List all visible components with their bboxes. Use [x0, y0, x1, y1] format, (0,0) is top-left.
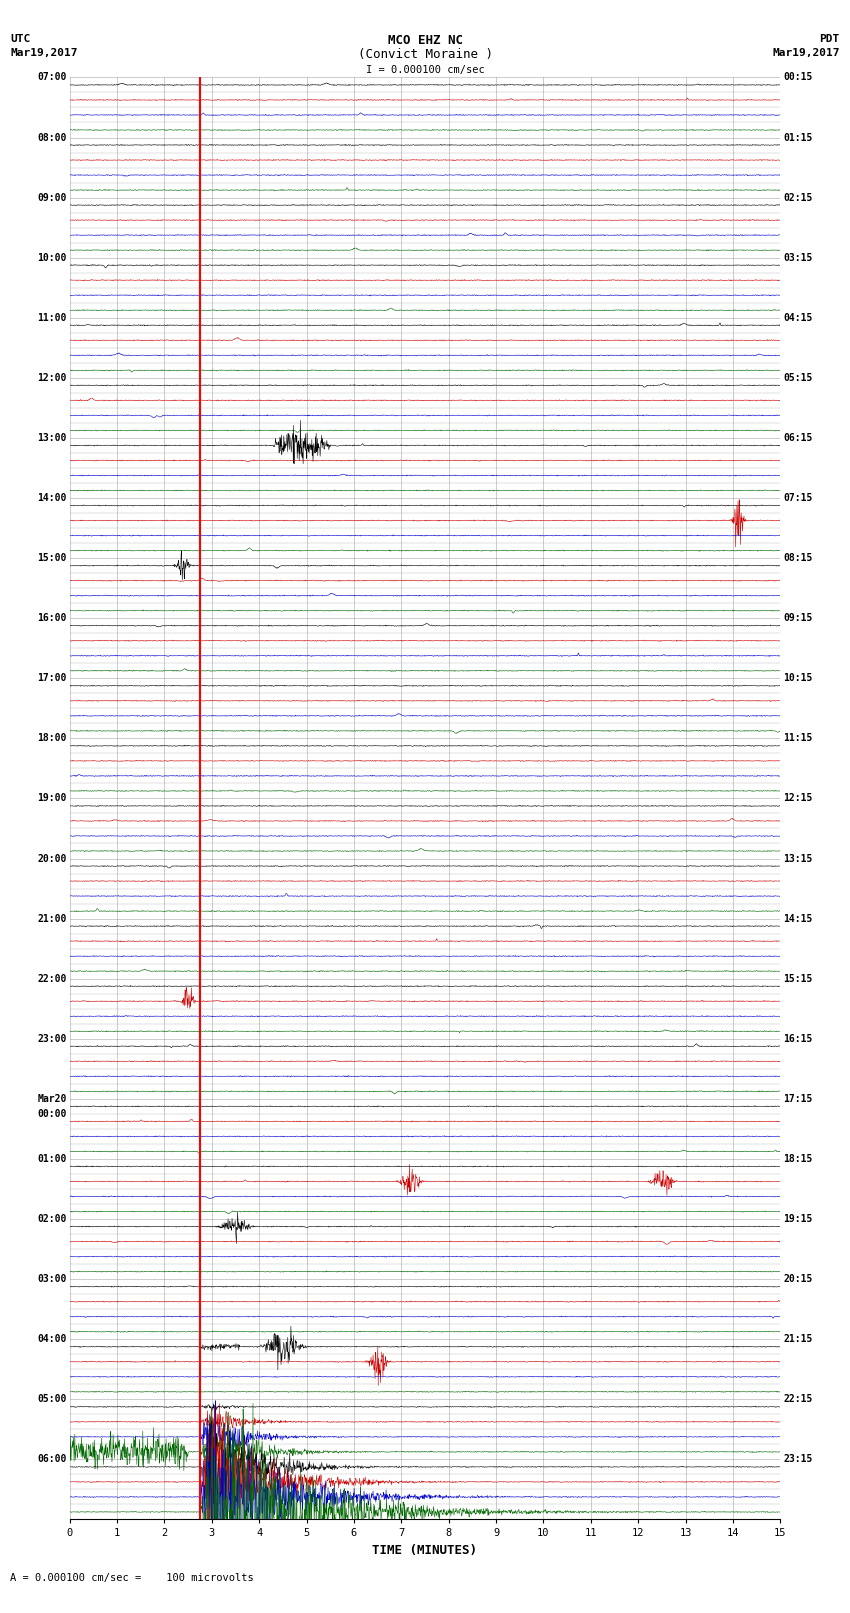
Text: 23:15: 23:15: [784, 1455, 813, 1465]
Text: Mar19,2017: Mar19,2017: [10, 48, 77, 58]
Text: Mar19,2017: Mar19,2017: [773, 48, 840, 58]
Text: 19:15: 19:15: [784, 1215, 813, 1224]
Text: 10:15: 10:15: [784, 673, 813, 684]
Text: 03:00: 03:00: [37, 1274, 66, 1284]
Text: 14:15: 14:15: [784, 913, 813, 924]
Text: 11:15: 11:15: [784, 734, 813, 744]
Text: 09:00: 09:00: [37, 192, 66, 203]
Text: (Convict Moraine ): (Convict Moraine ): [358, 48, 492, 61]
Text: 13:15: 13:15: [784, 853, 813, 863]
Text: 18:15: 18:15: [784, 1153, 813, 1165]
Text: 14:00: 14:00: [37, 494, 66, 503]
X-axis label: TIME (MINUTES): TIME (MINUTES): [372, 1544, 478, 1557]
Text: 23:00: 23:00: [37, 1034, 66, 1044]
Text: 22:00: 22:00: [37, 974, 66, 984]
Text: 22:15: 22:15: [784, 1394, 813, 1405]
Text: 07:15: 07:15: [784, 494, 813, 503]
Text: 16:15: 16:15: [784, 1034, 813, 1044]
Text: Mar20: Mar20: [37, 1094, 66, 1103]
Text: 02:15: 02:15: [784, 192, 813, 203]
Text: 13:00: 13:00: [37, 432, 66, 444]
Text: 17:00: 17:00: [37, 673, 66, 684]
Text: 02:00: 02:00: [37, 1215, 66, 1224]
Text: 01:15: 01:15: [784, 132, 813, 142]
Text: 21:00: 21:00: [37, 913, 66, 924]
Text: 07:00: 07:00: [37, 73, 66, 82]
Text: 04:00: 04:00: [37, 1334, 66, 1344]
Text: 05:00: 05:00: [37, 1394, 66, 1405]
Text: I = 0.000100 cm/sec: I = 0.000100 cm/sec: [366, 65, 484, 74]
Text: 06:00: 06:00: [37, 1455, 66, 1465]
Text: 00:15: 00:15: [784, 73, 813, 82]
Text: 00:00: 00:00: [37, 1108, 66, 1119]
Text: 06:15: 06:15: [784, 432, 813, 444]
Text: 11:00: 11:00: [37, 313, 66, 323]
Text: 08:15: 08:15: [784, 553, 813, 563]
Text: 05:15: 05:15: [784, 373, 813, 382]
Text: 20:15: 20:15: [784, 1274, 813, 1284]
Text: 12:15: 12:15: [784, 794, 813, 803]
Text: 12:00: 12:00: [37, 373, 66, 382]
Text: 04:15: 04:15: [784, 313, 813, 323]
Text: 17:15: 17:15: [784, 1094, 813, 1103]
Text: PDT: PDT: [819, 34, 840, 44]
Text: 03:15: 03:15: [784, 253, 813, 263]
Text: 15:15: 15:15: [784, 974, 813, 984]
Text: 20:00: 20:00: [37, 853, 66, 863]
Text: A = 0.000100 cm/sec =    100 microvolts: A = 0.000100 cm/sec = 100 microvolts: [10, 1573, 254, 1582]
Text: 16:00: 16:00: [37, 613, 66, 623]
Text: 08:00: 08:00: [37, 132, 66, 142]
Text: 18:00: 18:00: [37, 734, 66, 744]
Text: UTC: UTC: [10, 34, 31, 44]
Text: 21:15: 21:15: [784, 1334, 813, 1344]
Text: 15:00: 15:00: [37, 553, 66, 563]
Text: 09:15: 09:15: [784, 613, 813, 623]
Text: MCO EHZ NC: MCO EHZ NC: [388, 34, 462, 47]
Text: 01:00: 01:00: [37, 1153, 66, 1165]
Text: 19:00: 19:00: [37, 794, 66, 803]
Text: 10:00: 10:00: [37, 253, 66, 263]
